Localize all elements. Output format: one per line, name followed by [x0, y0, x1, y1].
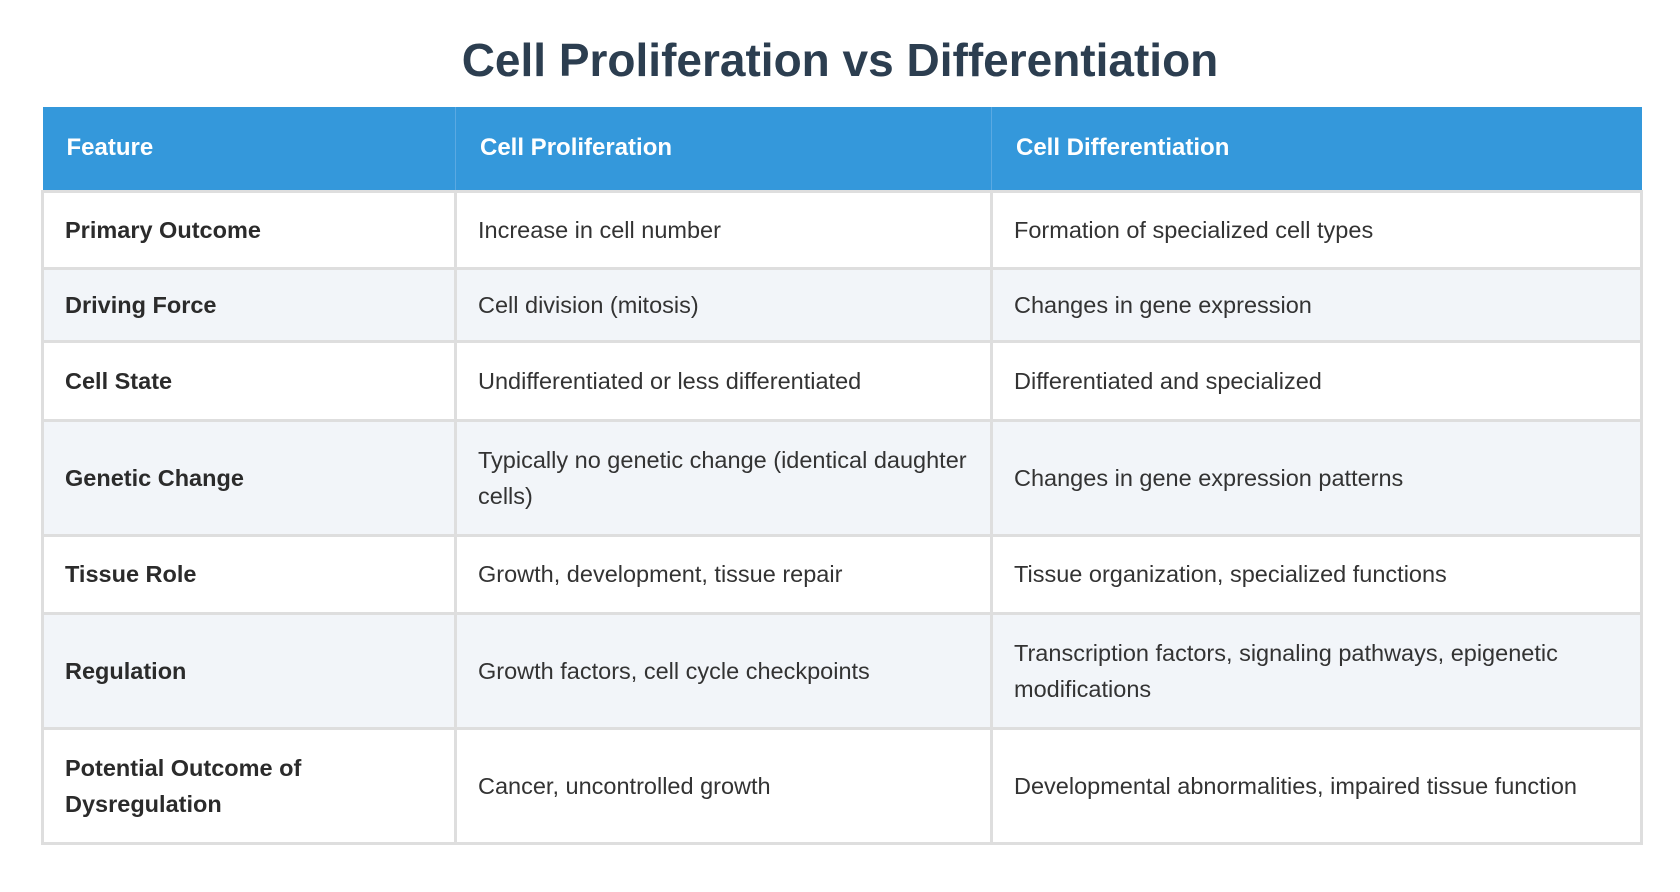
- table-row: Driving Force Cell division (mitosis) Chan…: [41, 266, 1643, 343]
- differentiation-cell: Changes in gene expression: [990, 266, 1643, 343]
- page-title: Cell Proliferation vs Differentiation: [461, 34, 1219, 86]
- differentiation-cell: Differentiated and specialized: [990, 339, 1643, 422]
- table-row: Cell State Undifferentiated or less diffe…: [41, 339, 1643, 422]
- differentiation-cell: Tissue organization, specialized functio…: [990, 533, 1643, 615]
- table-row: Regulation Growth factors, cell cycle che…: [41, 611, 1643, 730]
- table-row: Potential Outcome of Dysregulation Cancer…: [41, 726, 1643, 845]
- table-row: Genetic Change Typically no genetic chang…: [41, 418, 1643, 537]
- header-feature: Feature: [42, 107, 456, 191]
- differentiation-cell: Transcription factors, signaling pathway…: [990, 611, 1643, 730]
- feature-cell: Tissue Role: [41, 533, 457, 615]
- feature-cell: Regulation: [41, 611, 457, 730]
- table-row: Tissue Role Growth, development, tissue r…: [41, 533, 1643, 615]
- feature-cell: Cell State: [41, 339, 457, 422]
- feature-cell: Genetic Change: [41, 418, 457, 537]
- differentiation-cell: Developmental abnormalities, impaired ti…: [990, 726, 1643, 845]
- table-header-row: Feature Cell Proliferation Cell Differen…: [42, 107, 1642, 191]
- proliferation-cell: Typically no genetic change (identical d…: [454, 418, 993, 537]
- feature-cell: Driving Force: [41, 266, 457, 343]
- feature-cell: Primary Outcome: [41, 189, 457, 270]
- differentiation-cell: Formation of specialized cell types: [990, 189, 1643, 270]
- table-row: Primary Outcome Increase in cell number Fo…: [41, 189, 1643, 270]
- comparison-table: Feature Cell Proliferation Cell Differen…: [41, 107, 1643, 845]
- feature-cell: Potential Outcome of Dysregulation: [41, 726, 457, 845]
- proliferation-cell: Cell division (mitosis): [454, 266, 993, 343]
- header-cell-proliferation: Cell Proliferation: [455, 107, 992, 191]
- header-cell-differentiation: Cell Differentiation: [991, 107, 1642, 191]
- proliferation-cell: Growth, development, tissue repair: [454, 533, 993, 615]
- proliferation-cell: Cancer, uncontrolled growth: [454, 726, 993, 845]
- proliferation-cell: Growth factors, cell cycle checkpoints: [454, 611, 993, 730]
- proliferation-cell: Undifferentiated or less differentiated: [454, 339, 993, 422]
- differentiation-cell: Changes in gene expression patterns: [990, 418, 1643, 537]
- proliferation-cell: Increase in cell number: [454, 189, 993, 270]
